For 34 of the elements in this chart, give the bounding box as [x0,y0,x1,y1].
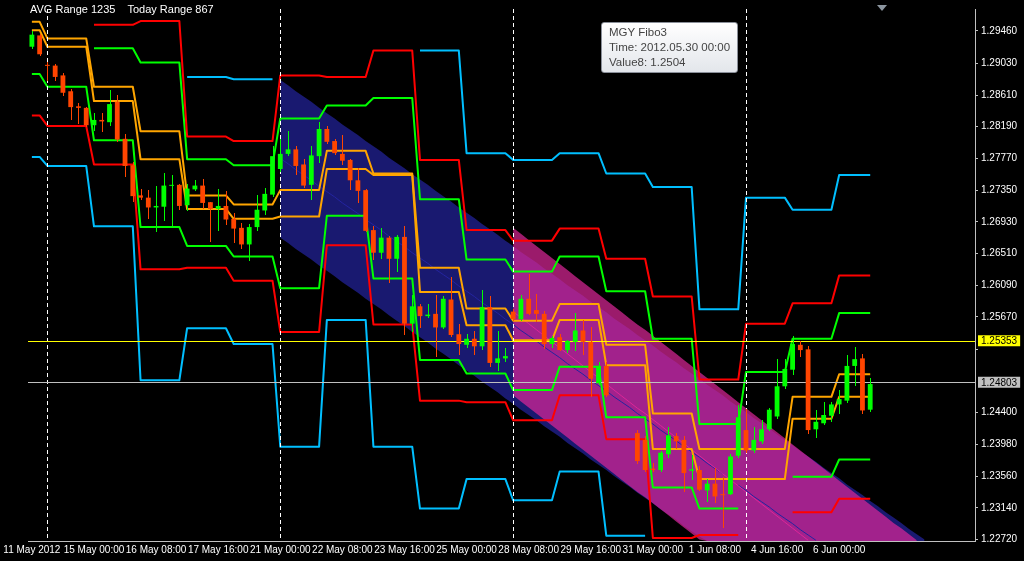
x-tick-label: 31 May 00:00 [622,543,684,555]
x-tick-label: 11 May 2012 [3,543,61,555]
x-tick-label: 28 May 08:00 [498,543,560,555]
y-tick-label: 1.26930 [981,215,1018,227]
ref-line-label: 1.25353 [981,335,1018,347]
x-tick-label: 25 May 00:00 [436,543,498,555]
annotation: AVG Range 1235 [30,3,116,15]
x-tick-label: 15 May 00:00 [63,543,125,555]
y-tick-label: 1.28610 [981,88,1018,100]
y-tick-label: 1.23140 [981,501,1018,513]
x-tick-label: 29 May 16:00 [560,543,622,555]
annotation: MGY Fibo3 Time: 2012.05.30 00:00 Value8: 1.2504 [609,25,731,70]
y-tick-label: 1.29460 [981,24,1018,36]
y-tick-label: 1.23980 [981,438,1018,450]
annotation: Today Range 867 [127,3,214,15]
x-tick-label: 4 Jun 16:00 [750,543,804,555]
y-tick-label: 1.27350 [981,183,1018,195]
y-tick-label: 1.23560 [981,469,1018,481]
x-tick-label: 1 Jun 08:00 [688,543,742,555]
y-tick-label: 1.25670 [981,310,1018,322]
y-tick-label: 1.24400 [981,406,1018,418]
x-tick-label: 17 May 16:00 [187,543,249,555]
y-tick-label: 1.26090 [981,278,1018,290]
y-tick-label: 1.26510 [981,247,1018,259]
x-tick-label: 6 Jun 00:00 [813,543,866,555]
x-tick-label: 21 May 00:00 [249,543,311,555]
y-tick-label: 1.28190 [981,120,1018,132]
x-tick-label: 22 May 08:00 [312,543,374,555]
y-tick-label: 1.29030 [981,57,1018,69]
x-tick-label: 23 May 16:00 [374,543,436,555]
x-tick-label: 16 May 08:00 [125,543,187,555]
y-tick-label: 1.27770 [981,152,1018,164]
ref-line-label: 1.24803 [981,376,1018,388]
y-tick-label: 1.22720 [981,533,1018,545]
